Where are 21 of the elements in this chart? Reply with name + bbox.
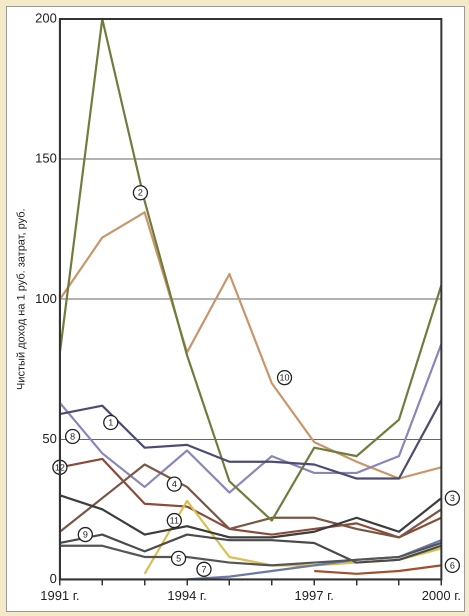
annotation: 7: [201, 564, 207, 574]
y-tick-label: 150: [35, 150, 57, 166]
annotation: 3: [450, 493, 455, 504]
y-tick-label: 50: [42, 430, 57, 446]
annotation: 6: [450, 560, 455, 570]
annotation: 1: [108, 417, 114, 428]
annotation: 9: [82, 530, 88, 540]
y-tick-label: 200: [35, 10, 57, 26]
annotation: 5: [176, 553, 182, 564]
x-tick-label: 2000 г.: [422, 588, 462, 603]
y-tick-label: 0: [50, 570, 57, 586]
annotation: 2: [138, 188, 143, 198]
x-tick-label: 1991 г.: [40, 588, 80, 603]
x-tick-label: 1997 г.: [294, 588, 334, 603]
annotation: 4: [172, 479, 177, 490]
y-tick-label: 100: [35, 290, 57, 306]
x-tick-label: 1994 г.: [167, 588, 207, 603]
annotation: 10: [280, 372, 290, 383]
annotation: 8: [70, 431, 76, 442]
y-axis-title: Чистый доход на 1 руб. затрат, руб.: [16, 208, 28, 390]
annotation: 11: [170, 516, 179, 526]
